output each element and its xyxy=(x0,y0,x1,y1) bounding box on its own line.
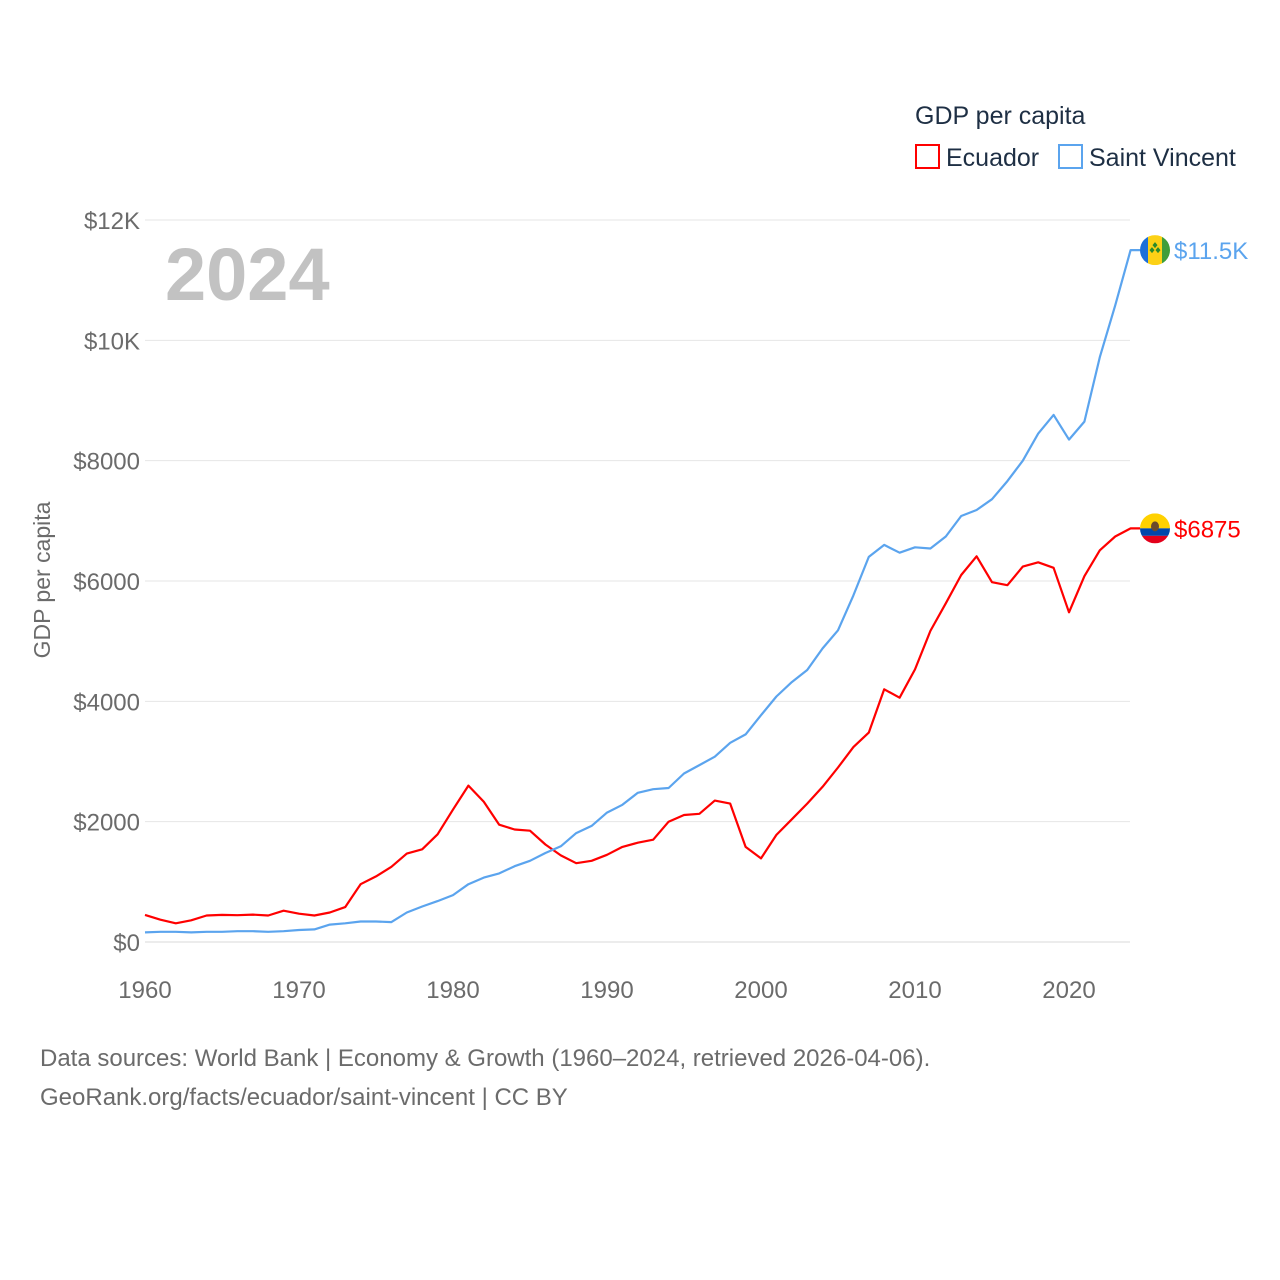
legend-label-ecuador: Ecuador xyxy=(946,144,1039,172)
x-tick-label: 1970 xyxy=(272,977,325,1004)
end-value-label: $6875 xyxy=(1174,516,1241,543)
legend-swatch-ecuador xyxy=(915,144,940,169)
x-tick-label: 1960 xyxy=(118,977,171,1004)
year-display: 2024 xyxy=(165,233,330,316)
y-tick-label: $6000 xyxy=(73,569,140,596)
footer-sources: Data sources: World Bank | Economy & Gro… xyxy=(40,1045,931,1072)
ecuador-flag-icon xyxy=(1140,513,1170,544)
end-value-label: $11.5K xyxy=(1174,238,1248,265)
saint-vincent-flag-icon xyxy=(1140,235,1170,266)
x-tick-label: 2010 xyxy=(888,977,941,1004)
x-tick-label: 2000 xyxy=(734,977,787,1004)
footer-link[interactable]: GeoRank.org/facts/ecuador/saint-vincent … xyxy=(40,1084,568,1111)
y-tick-label: $4000 xyxy=(73,689,140,716)
y-tick-label: $10K xyxy=(84,328,140,355)
y-tick-label: $0 xyxy=(113,930,140,957)
legend-title: GDP per capita xyxy=(915,102,1086,130)
x-tick-label: 1990 xyxy=(580,977,633,1004)
y-tick-label: $12K xyxy=(84,208,140,235)
legend-swatch-saint-vincent xyxy=(1058,144,1083,169)
x-tick-label: 1980 xyxy=(426,977,479,1004)
y-tick-label: $8000 xyxy=(73,449,140,476)
legend-label-saint-vincent: Saint Vincent xyxy=(1089,144,1236,172)
series-line-ecuador xyxy=(144,527,1140,925)
y-axis-label: GDP per capita xyxy=(29,501,55,658)
y-tick-label: $2000 xyxy=(73,810,140,837)
series-line-saint-vincent xyxy=(144,249,1140,934)
legend-item-ecuador[interactable]: Ecuador xyxy=(915,144,1039,172)
legend-item-saint-vincent[interactable]: Saint Vincent xyxy=(1058,144,1236,172)
x-tick-label: 2020 xyxy=(1042,977,1095,1004)
